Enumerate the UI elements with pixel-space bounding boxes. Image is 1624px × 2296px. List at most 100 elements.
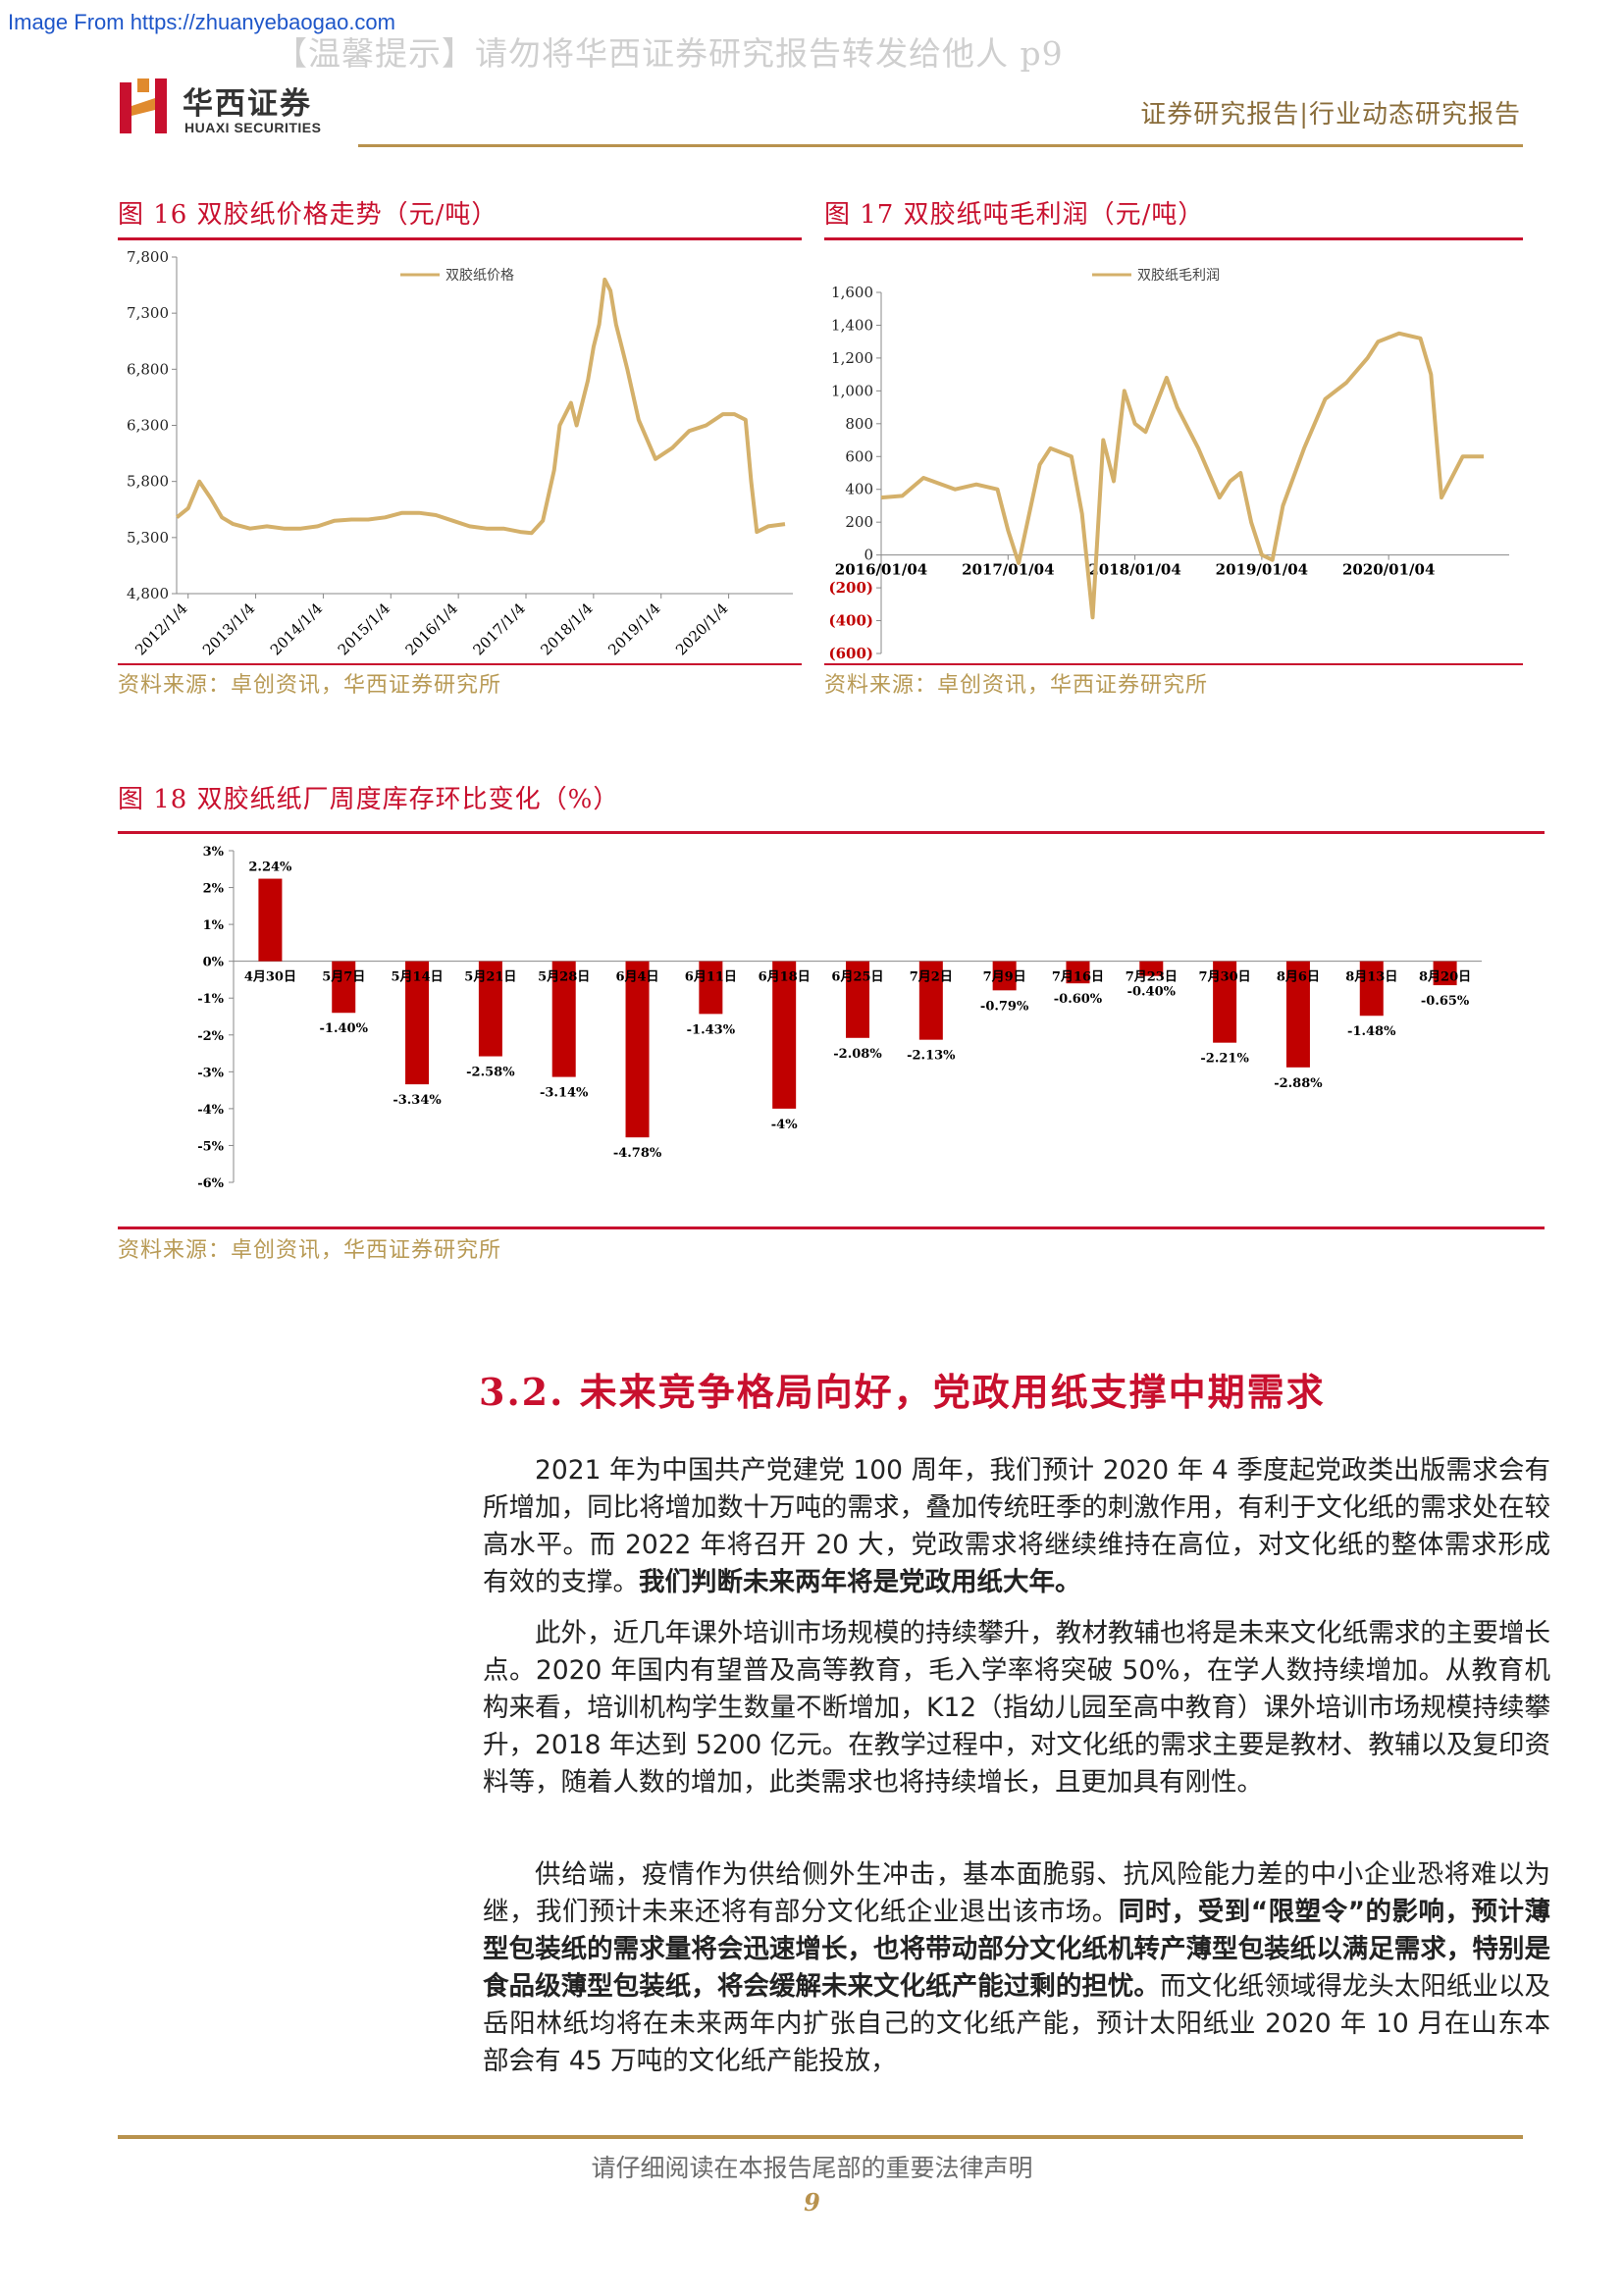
huaxi-logo-icon	[120, 78, 167, 133]
fig16-chart: 7,800 7,300 6,800 6,300 5,800 5,300 4,8002012/…	[127, 248, 793, 658]
paragraph-3-text: 供给端，疫情作为供给侧外生冲击，基本面脆弱、抗风险能力差的中小企业恐将难以为继，…	[483, 1859, 1550, 1927]
data-label: 2.24%	[248, 861, 292, 875]
y-tick-label: -1%	[197, 992, 224, 1007]
fig17-bottom-rule	[824, 663, 1523, 665]
y-tick-label: 0%	[203, 956, 225, 970]
report-type: 证券研究报告|行业动态研究报告	[1140, 100, 1521, 130]
x-tick-label: 2015/1/4	[335, 600, 393, 658]
y-tick-label: 400	[845, 481, 873, 498]
bar-5月21日	[478, 961, 502, 1057]
x-tick-label: 4月30日	[244, 970, 296, 985]
bar-5月14日	[405, 961, 430, 1085]
logo-text-en: HUAXI SECURITIES	[184, 120, 322, 135]
bar-4月30日	[258, 878, 283, 962]
y-tick-label: (600)	[828, 645, 873, 662]
x-tick-label: 6月25日	[831, 970, 883, 985]
data-label: -0.40%	[1127, 985, 1177, 1000]
bar-8月20日	[1433, 961, 1457, 986]
y-tick-label: 3%	[203, 845, 225, 860]
paragraph-1-bold: 我们判断未来两年将是党政用纸大年。	[639, 1567, 1081, 1597]
data-label: -0.60%	[1054, 992, 1103, 1007]
series-line-双胶纸毛利润	[880, 331, 1485, 620]
y-tick-label: -2%	[197, 1029, 224, 1044]
y-tick-label: 7,800	[127, 248, 169, 266]
page-number: 9	[804, 2188, 820, 2217]
data-label: -2.21%	[1200, 1052, 1249, 1067]
y-tick-label: 2%	[203, 882, 225, 897]
x-tick-label: 2019/01/04	[1216, 561, 1308, 579]
x-tick-label: 2017/1/4	[469, 600, 528, 658]
paragraph-2-text: 此外，近几年课外培训市场规模的持续攀升，教材教辅也将是未来文化纸需求的主要增长点…	[483, 1618, 1550, 1798]
paragraph-1-text: 2021 年为中国共产党建党 100 周年，我们预计 2020 年 4 季度起党…	[483, 1455, 1550, 1597]
bar-6月25日	[846, 961, 869, 1038]
y-tick-label: -6%	[197, 1176, 224, 1191]
data-label: -1.43%	[687, 1022, 736, 1037]
x-tick-label: 8月13日	[1345, 970, 1397, 985]
series-line-双胶纸价格	[175, 277, 786, 536]
source-url[interactable]: Image From https://zhuanyebaogao.com	[8, 10, 395, 34]
x-tick-label: 7月30日	[1199, 970, 1251, 985]
fig18-rule	[118, 831, 1545, 834]
x-tick-label: 8月6日	[1277, 970, 1320, 985]
fig16-source: 资料来源：卓创资讯，华西证券研究所	[118, 673, 502, 698]
x-tick-label: 2018/01/04	[1088, 561, 1180, 579]
y-tick-label: 1,600	[831, 284, 873, 301]
footer-divider	[118, 2135, 1523, 2139]
fig18-bottom-rule	[118, 1226, 1545, 1229]
x-tick-label: 2016/1/4	[402, 600, 461, 658]
legal-disclaimer: 请仔细阅读在本报告尾部的重要法律声明	[591, 2154, 1033, 2182]
paragraph-3-bold: 同时，受到“限塑令”的影响，预计薄型包装纸的需求量将会迅速增长，也将带动部分文化…	[483, 1897, 1550, 2002]
fig18-title: 图 18 双胶纸纸厂周度库存环比变化（%）	[118, 785, 620, 814]
legend-label: 双胶纸毛利润	[1137, 267, 1220, 284]
bar-7月16日	[1066, 961, 1090, 984]
x-tick-label: 2020/1/4	[672, 600, 731, 658]
y-tick-label: 4,800	[127, 585, 169, 602]
data-label: -2.13%	[907, 1049, 956, 1064]
y-tick-label: 6,800	[127, 360, 169, 378]
fig17-rule	[824, 237, 1523, 240]
x-tick-label: 2013/1/4	[199, 600, 258, 658]
logo-text-cn: 华西证券	[183, 86, 312, 122]
y-tick-label: 0	[864, 547, 873, 564]
y-tick-label: 5,800	[127, 473, 169, 491]
x-tick-label: 2012/1/4	[131, 600, 190, 658]
data-label: -1.40%	[320, 1021, 369, 1036]
y-tick-label: 200	[845, 513, 873, 531]
fig17-title: 图 17 双胶纸吨毛利润（元/吨）	[824, 200, 1205, 230]
x-tick-label: 2014/1/4	[267, 600, 326, 658]
header-divider	[358, 144, 1523, 147]
data-label: -2.58%	[466, 1066, 515, 1080]
bar-6月11日	[699, 961, 723, 1015]
data-label: -0.79%	[980, 999, 1029, 1014]
bar-5月28日	[551, 961, 576, 1077]
y-tick-label: 800	[845, 415, 873, 433]
paragraph-1: 2021 年为中国共产党建党 100 周年，我们预计 2020 年 4 季度起党…	[483, 1452, 1550, 1601]
legend-label: 双胶纸价格	[445, 267, 514, 284]
x-tick-label: 7月2日	[910, 970, 953, 985]
y-tick-label: 1%	[203, 918, 225, 933]
x-tick-label: 7月9日	[983, 970, 1026, 985]
bar-7月30日	[1213, 961, 1237, 1043]
x-tick-label: 5月14日	[391, 970, 443, 985]
data-label: -3.14%	[540, 1086, 589, 1101]
x-tick-label: 5月28日	[538, 970, 590, 985]
y-tick-label: 1,200	[831, 349, 873, 367]
paragraph-2: 此外，近几年课外培训市场规模的持续攀升，教材教辅也将是未来文化纸需求的主要增长点…	[483, 1615, 1550, 1801]
data-label: -1.48%	[1347, 1024, 1396, 1039]
y-tick-label: 600	[845, 447, 873, 465]
data-label: -4%	[771, 1118, 798, 1132]
y-tick-label: -3%	[197, 1066, 224, 1080]
paragraph-3: 供给端，疫情作为供给侧外生冲击，基本面脆弱、抗风险能力差的中小企业恐将难以为继，…	[483, 1856, 1550, 2080]
fig18-chart: 3% 2% 1% 0% -1% -2% -3% -4% -5% -6% 4月30日 2.24% 5月7日…	[197, 845, 1482, 1191]
y-tick-label: 1,400	[831, 316, 873, 334]
bar-7月9日	[992, 961, 1017, 991]
fig17-chart: 1,600 1,400 1,200 1,000 800 600 400 200 0 (200) (4…	[828, 267, 1509, 662]
y-tick-label: (200)	[828, 579, 873, 597]
y-tick-label: (400)	[828, 612, 873, 630]
bar-7月2日	[918, 961, 943, 1040]
bar-7月23日	[1139, 961, 1164, 976]
data-label: -2.08%	[833, 1047, 882, 1062]
x-tick-label: 2020/01/04	[1342, 561, 1435, 579]
bar-8月6日	[1285, 961, 1310, 1068]
x-tick-label: 2018/1/4	[537, 600, 596, 658]
